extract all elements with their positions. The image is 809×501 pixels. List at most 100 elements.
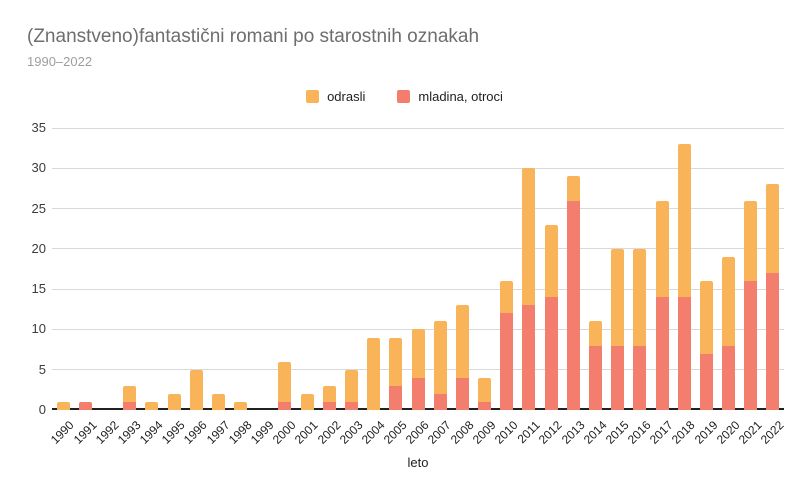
bar-segment-odrasli-2005[interactable] [389,337,403,386]
bar-segment-odrasli-2020[interactable] [722,256,736,346]
bar-2001[interactable] [300,393,314,410]
bar-2021[interactable] [744,200,758,410]
x-tick-label-2019: 2019 [691,418,721,447]
bar-segment-mladina-otroci-2020[interactable] [722,345,736,410]
bar-segment-odrasli-2017[interactable] [655,200,669,298]
bar-segment-odrasli-1995[interactable] [167,393,181,410]
bar-segment-mladina-otroci-2009[interactable] [478,401,492,410]
bar-segment-odrasli-2021[interactable] [744,200,758,282]
legend-item-odrasli[interactable]: odrasli [306,89,365,104]
bar-2003[interactable] [344,369,358,410]
bar-1998[interactable] [234,401,248,410]
bar-segment-mladina-otroci-2021[interactable] [744,281,758,410]
bar-2006[interactable] [411,329,425,410]
x-tick-label-1991: 1991 [70,418,100,447]
bar-segment-odrasli-2001[interactable] [300,393,314,410]
bar-segment-mladina-otroci-2013[interactable] [566,200,580,410]
x-tick-label-2009: 2009 [469,418,499,447]
bar-segment-mladina-otroci-2006[interactable] [411,377,425,410]
bar-1991[interactable] [78,401,92,410]
bar-2014[interactable] [588,321,602,410]
bar-segment-mladina-otroci-2016[interactable] [633,345,647,410]
bar-segment-odrasli-2015[interactable] [611,248,625,346]
bar-segment-odrasli-1997[interactable] [211,393,225,410]
bar-1996[interactable] [189,369,203,410]
bar-segment-odrasli-2014[interactable] [588,321,602,346]
bar-segment-odrasli-2018[interactable] [677,144,691,298]
bar-segment-mladina-otroci-2002[interactable] [322,401,336,410]
bar-segment-odrasli-2022[interactable] [766,184,780,274]
bar-1997[interactable] [211,393,225,410]
legend-item-mladina-otroci[interactable]: mladina, otroci [397,89,503,104]
bar-segment-odrasli-2013[interactable] [566,176,580,201]
bar-segment-mladina-otroci-2007[interactable] [433,393,447,410]
bar-2016[interactable] [633,248,647,410]
bar-segment-mladina-otroci-2019[interactable] [699,353,713,410]
bar-2000[interactable] [278,361,292,410]
bar-2004[interactable] [367,337,381,410]
bar-segment-odrasli-2004[interactable] [367,337,381,410]
bar-segment-odrasli-2007[interactable] [433,321,447,394]
bar-segment-odrasli-1996[interactable] [189,369,203,410]
bar-segment-odrasli-2008[interactable] [455,305,469,378]
bar-2010[interactable] [500,281,514,410]
bar-2012[interactable] [544,224,558,410]
bar-segment-odrasli-2019[interactable] [699,281,713,354]
bar-segment-odrasli-2002[interactable] [322,385,336,402]
bar-segment-mladina-otroci-2005[interactable] [389,385,403,410]
bar-1993[interactable] [123,385,137,410]
legend-label-odrasli: odrasli [327,89,366,104]
bar-segment-mladina-otroci-2003[interactable] [344,401,358,410]
bar-segment-mladina-otroci-2012[interactable] [544,297,558,410]
bar-segment-odrasli-2010[interactable] [500,281,514,314]
bar-segment-mladina-otroci-2018[interactable] [677,297,691,410]
bar-1990[interactable] [56,401,70,410]
bar-segment-mladina-otroci-2017[interactable] [655,297,669,410]
bar-2022[interactable] [766,184,780,410]
bar-segment-odrasli-2006[interactable] [411,329,425,378]
bar-segment-odrasli-1990[interactable] [56,401,70,410]
bar-segment-mladina-otroci-2010[interactable] [500,313,514,410]
bar-segment-mladina-otroci-1993[interactable] [123,401,137,410]
bar-segment-odrasli-2003[interactable] [344,369,358,402]
bar-segment-odrasli-2009[interactable] [478,377,492,402]
chart-title: (Znanstveno)fantastični romani po staros… [27,26,480,47]
bar-2013[interactable] [566,176,580,410]
bar-segment-mladina-otroci-2011[interactable] [522,305,536,410]
bar-2008[interactable] [455,305,469,410]
bar-2005[interactable] [389,337,403,410]
bar-2019[interactable] [699,281,713,410]
bar-2018[interactable] [677,144,691,410]
bar-segment-odrasli-1998[interactable] [234,401,248,410]
legend-swatch-odrasli-icon [306,90,320,103]
bar-2002[interactable] [322,385,336,410]
plot-area [52,127,784,410]
bar-2011[interactable] [522,168,536,410]
x-axis-labels: 1990 1991 1992 1993 1994 1995 1996 1997 1998 1999… [48,412,787,454]
bar-segment-mladina-otroci-2022[interactable] [766,273,780,410]
bar-segment-mladina-otroci-1991[interactable] [78,401,92,410]
bar-1994[interactable] [145,401,159,410]
bar-segment-odrasli-2016[interactable] [633,248,647,346]
bar-2020[interactable] [722,256,736,410]
bar-2009[interactable] [478,377,492,410]
bar-1995[interactable] [167,393,181,410]
bar-segment-mladina-otroci-2008[interactable] [455,377,469,410]
bar-segment-mladina-otroci-2014[interactable] [588,345,602,410]
bar-segment-odrasli-1994[interactable] [145,401,159,410]
x-tick-label-2011: 2011 [514,418,543,447]
bar-segment-odrasli-1993[interactable] [123,385,137,402]
bar-segment-odrasli-2012[interactable] [544,224,558,298]
bar-segment-odrasli-2011[interactable] [522,168,536,306]
bar-segment-mladina-otroci-2015[interactable] [611,345,625,410]
bar-2017[interactable] [655,200,669,410]
x-tick-label-2004: 2004 [358,418,388,447]
bar-2015[interactable] [611,248,625,410]
legend-swatch-mladina-otroci-icon [397,90,411,103]
bar-segment-mladina-otroci-2000[interactable] [278,401,292,410]
gridline-35 [52,127,784,129]
bar-2007[interactable] [433,321,447,410]
bar-segment-odrasli-2000[interactable] [278,361,292,402]
y-tick-label-20: 20 [31,240,46,256]
y-axis: 0 5 10 15 20 25 30 35 [0,120,46,417]
